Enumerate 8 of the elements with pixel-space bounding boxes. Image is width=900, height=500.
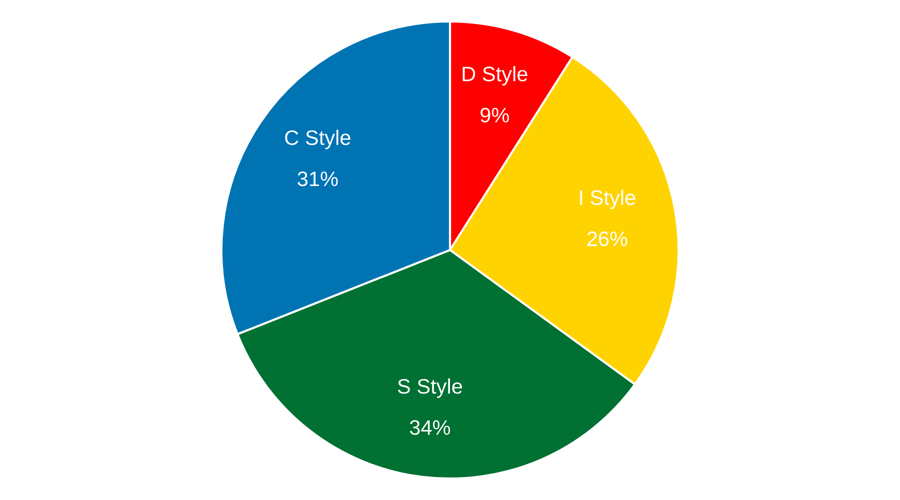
data-label: 26% — [587, 231, 628, 246]
slice-label: S Style — [398, 378, 462, 398]
slice-label: C Style — [285, 130, 350, 150]
data-label: 31% — [298, 171, 338, 186]
data-label: 34% — [410, 420, 450, 435]
data-label: 9% — [480, 108, 509, 123]
slice-label: D Style — [462, 66, 528, 86]
slice-label: I Style — [580, 190, 636, 210]
